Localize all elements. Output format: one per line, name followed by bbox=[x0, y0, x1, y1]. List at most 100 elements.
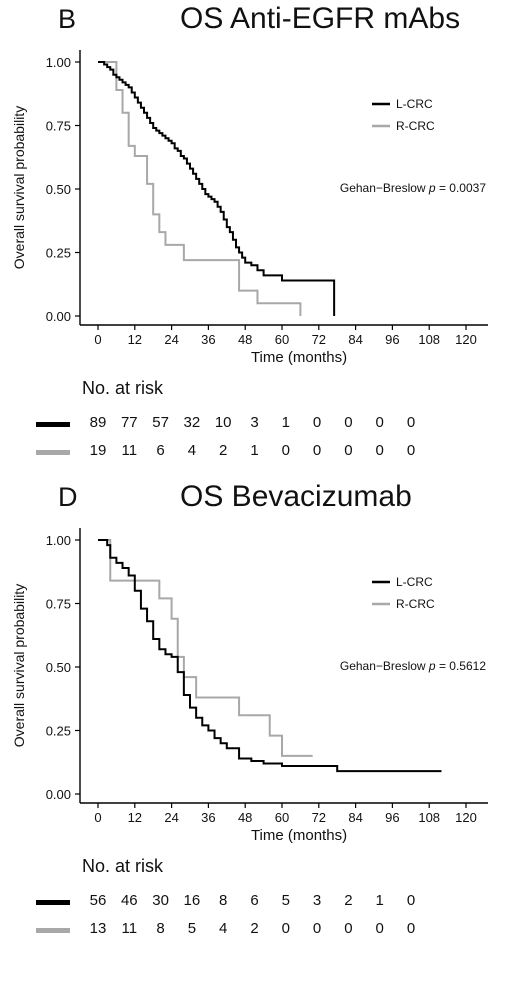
risk-count: 77 bbox=[120, 414, 138, 431]
x-tick-label: 12 bbox=[128, 810, 142, 825]
risk-row-l-crc: 89 77 57 32 10 3 1 0 0 0 0 bbox=[0, 414, 515, 434]
x-tick-label: 60 bbox=[275, 332, 289, 347]
legend-label: L-CRC bbox=[396, 97, 433, 111]
risk-count: 1 bbox=[250, 442, 259, 459]
y-tick-label: 0.50 bbox=[46, 660, 71, 675]
risk-count: 6 bbox=[250, 892, 259, 909]
y-tick-label: 0.75 bbox=[46, 119, 71, 134]
risk-row-r-crc: 19 11 6 4 2 1 0 0 0 0 0 bbox=[0, 442, 515, 462]
x-axis-label: Time (months) bbox=[251, 827, 347, 844]
risk-count: 2 bbox=[250, 920, 259, 937]
panel-letter: B bbox=[58, 4, 77, 34]
risk-count: 10 bbox=[214, 414, 232, 431]
x-axis-label: Time (months) bbox=[251, 349, 347, 366]
y-tick-label: 1.00 bbox=[46, 55, 71, 70]
x-tick-label: 24 bbox=[164, 332, 178, 347]
x-tick-label: 24 bbox=[164, 810, 178, 825]
km-plot: 0.00 0.25 0.50 0.75 1.00 0 12 24 36 48 60 72 84 96 108… bbox=[11, 528, 488, 844]
km-panel-bevacizumab: D OS Bevacizumab 0.00 0.25 0.50 0.75 1.00 0 12… bbox=[0, 478, 515, 956]
risk-count: 57 bbox=[152, 414, 169, 431]
risk-count: 5 bbox=[187, 920, 197, 937]
y-tick-label: 1.00 bbox=[46, 533, 71, 548]
y-tick-label: 0.00 bbox=[46, 787, 71, 802]
x-tick-label: 72 bbox=[312, 810, 326, 825]
x-tick-label: 108 bbox=[418, 332, 440, 347]
y-axis-label: Overall survival probability bbox=[11, 584, 27, 747]
risk-count: 1 bbox=[375, 892, 384, 909]
risk-row-swatch bbox=[36, 450, 70, 455]
risk-count: 0 bbox=[281, 920, 290, 937]
risk-count: 89 bbox=[89, 414, 107, 431]
risk-row-l-crc: 56 46 30 16 8 6 5 3 2 1 0 bbox=[0, 892, 515, 912]
x-tick-label: 96 bbox=[385, 332, 399, 347]
x-tick-label: 84 bbox=[348, 810, 362, 825]
risk-count: 8 bbox=[156, 920, 165, 937]
risk-count: 2 bbox=[344, 892, 353, 909]
risk-count: 0 bbox=[406, 920, 416, 937]
risk-count: 46 bbox=[120, 892, 138, 909]
risk-count: 0 bbox=[375, 414, 384, 431]
risk-count: 2 bbox=[219, 442, 228, 459]
risk-count: 32 bbox=[183, 414, 201, 431]
panel-letter: D bbox=[58, 482, 78, 512]
x-tick-label: 72 bbox=[312, 332, 326, 347]
risk-count: 13 bbox=[89, 920, 107, 937]
legend-label: L-CRC bbox=[396, 575, 433, 589]
y-axis-label: Overall survival probability bbox=[11, 106, 27, 269]
x-tick-label: 0 bbox=[94, 810, 101, 825]
x-tick-label: 36 bbox=[201, 332, 215, 347]
risk-count: 5 bbox=[281, 892, 290, 909]
risk-count: 11 bbox=[121, 920, 138, 937]
risk-count: 0 bbox=[406, 442, 416, 459]
risk-count: 0 bbox=[281, 442, 290, 459]
risk-row-swatch bbox=[36, 422, 70, 427]
risk-count: 0 bbox=[312, 414, 322, 431]
x-tick-label: 84 bbox=[348, 332, 362, 347]
risk-row-swatch bbox=[36, 928, 70, 933]
x-tick-label: 120 bbox=[455, 332, 477, 347]
risk-row-r-crc: 13 11 8 5 4 2 0 0 0 0 0 bbox=[0, 920, 515, 940]
y-tick-label: 0.25 bbox=[46, 246, 71, 261]
y-tick-label: 0.50 bbox=[46, 182, 71, 197]
risk-count: 11 bbox=[121, 442, 138, 459]
km-curve-r-crc bbox=[98, 61, 302, 316]
risk-count: 0 bbox=[406, 414, 416, 431]
p-value-annotation: Gehan−Breslow p = 0.0037 bbox=[340, 181, 486, 195]
risk-count: 6 bbox=[156, 442, 165, 459]
x-tick-label: 96 bbox=[385, 810, 399, 825]
p-value-annotation: Gehan−Breslow p = 0.5612 bbox=[340, 659, 486, 673]
y-tick-label: 0.25 bbox=[46, 724, 71, 739]
risk-count: 8 bbox=[219, 892, 228, 909]
chart-title: OS Bevacizumab bbox=[180, 480, 412, 513]
risk-count: 0 bbox=[344, 414, 353, 431]
km-plot: 0.00 0.25 0.50 0.75 1.00 0 12 24 36 48 60 72 84 96 108… bbox=[11, 50, 488, 366]
risk-table-title: No. at risk bbox=[82, 856, 164, 876]
risk-count: 0 bbox=[344, 920, 353, 937]
legend-label: R-CRC bbox=[396, 119, 435, 133]
x-tick-label: 0 bbox=[94, 332, 101, 347]
km-panel-anti-egfr: B OS Anti-EGFR mAbs 0.00 0.25 0.50 0.75 1.00… bbox=[0, 0, 515, 478]
x-tick-label: 36 bbox=[201, 810, 215, 825]
chart-title: OS Anti-EGFR mAbs bbox=[180, 2, 461, 35]
risk-row-swatch bbox=[36, 900, 70, 905]
y-tick-label: 0.00 bbox=[46, 309, 71, 324]
x-tick-label: 60 bbox=[275, 810, 289, 825]
risk-table-title: No. at risk bbox=[82, 378, 164, 398]
y-tick-label: 0.75 bbox=[46, 597, 71, 612]
x-tick-label: 120 bbox=[455, 810, 477, 825]
risk-count: 0 bbox=[312, 920, 322, 937]
risk-count: 0 bbox=[344, 442, 353, 459]
risk-count: 56 bbox=[89, 892, 107, 909]
risk-count: 19 bbox=[89, 442, 107, 459]
risk-count: 16 bbox=[183, 892, 201, 909]
risk-count: 3 bbox=[250, 414, 259, 431]
km-curve-l-crc bbox=[98, 61, 336, 316]
risk-count: 0 bbox=[375, 920, 384, 937]
risk-count: 3 bbox=[312, 892, 322, 909]
x-tick-label: 48 bbox=[238, 332, 252, 347]
x-tick-label: 12 bbox=[128, 332, 142, 347]
risk-count: 30 bbox=[152, 892, 169, 909]
x-tick-label: 108 bbox=[418, 810, 440, 825]
risk-count: 0 bbox=[375, 442, 384, 459]
km-curve-r-crc bbox=[98, 539, 313, 757]
